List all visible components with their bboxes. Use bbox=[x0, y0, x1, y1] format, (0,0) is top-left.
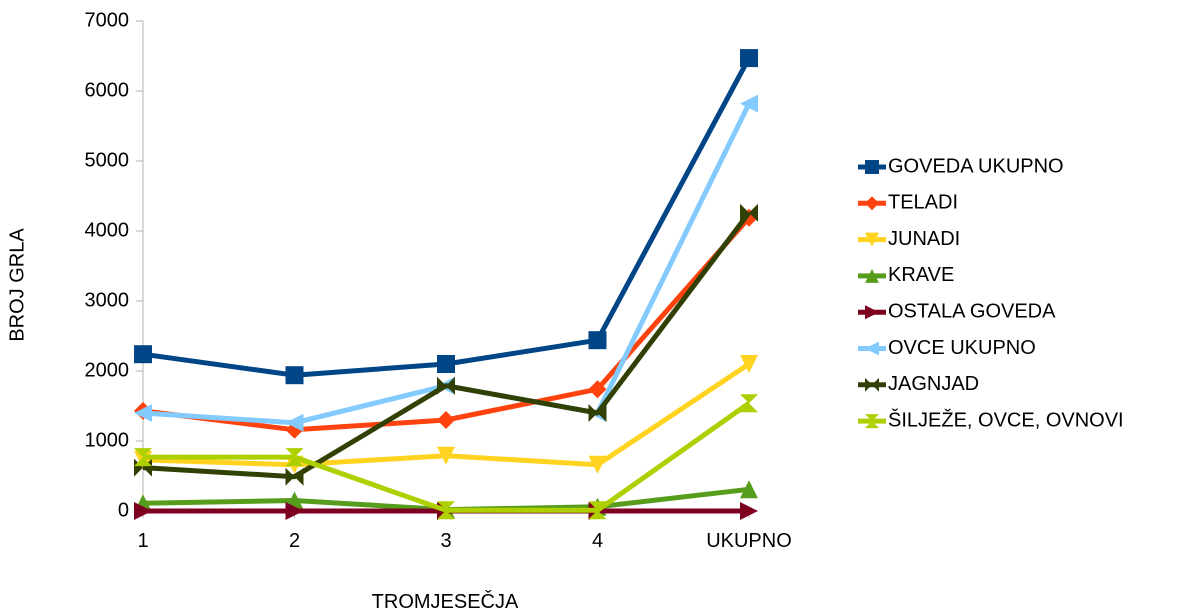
y-tick-label: 0 bbox=[118, 499, 129, 521]
series-7 bbox=[134, 394, 758, 520]
y-tick-label: 3000 bbox=[85, 289, 130, 311]
legend-label: JAGNJAD bbox=[888, 373, 979, 395]
legend-item: JAGNJAD bbox=[858, 373, 979, 395]
x-axis-title: TROMJESEČJA bbox=[372, 590, 519, 610]
series-0 bbox=[134, 49, 758, 385]
data-point bbox=[588, 455, 607, 474]
series-line bbox=[143, 401, 751, 513]
data-point bbox=[740, 480, 758, 499]
data-point bbox=[437, 376, 455, 395]
legend-item: KRAVE bbox=[858, 264, 954, 286]
data-point bbox=[437, 411, 455, 429]
data-point bbox=[134, 345, 152, 364]
legend-marker bbox=[865, 232, 879, 247]
data-point bbox=[285, 413, 304, 432]
data-point bbox=[285, 502, 304, 520]
legend-item: ŠILJEŽE, OVCE, OVNOVI bbox=[858, 408, 1124, 431]
x-tick-label: 4 bbox=[592, 530, 603, 552]
y-tick-label: 6000 bbox=[85, 79, 130, 101]
data-point bbox=[740, 394, 758, 413]
y-tick-label: 5000 bbox=[85, 149, 130, 171]
x-tick-label: UKUPNO bbox=[706, 530, 792, 552]
data-point bbox=[285, 366, 304, 385]
data-point bbox=[740, 94, 758, 113]
legend-marker bbox=[865, 305, 879, 320]
data-point bbox=[588, 501, 607, 520]
series-line bbox=[142, 216, 751, 433]
data-point bbox=[134, 502, 152, 520]
legend-marker bbox=[865, 377, 879, 392]
legend-item: OSTALA GOVEDA bbox=[858, 300, 1056, 322]
data-point bbox=[588, 331, 607, 350]
legend-item: GOVEDA UKUPNO bbox=[858, 155, 1064, 177]
legend-label: GOVEDA UKUPNO bbox=[888, 155, 1064, 177]
series-line bbox=[142, 102, 752, 426]
y-tick-label: 7000 bbox=[85, 9, 130, 31]
data-point bbox=[285, 448, 304, 467]
x-tick-label: 3 bbox=[440, 530, 451, 552]
data-point bbox=[437, 355, 455, 373]
legend-marker bbox=[865, 268, 879, 283]
y-tick-label: 1000 bbox=[85, 429, 130, 451]
series-line bbox=[142, 56, 752, 378]
data-point bbox=[437, 446, 455, 465]
data-point bbox=[740, 355, 758, 373]
legend-marker bbox=[865, 414, 879, 429]
x-tick-label: 2 bbox=[289, 530, 300, 552]
data-point bbox=[588, 404, 607, 422]
legend-item: TELADI bbox=[858, 192, 958, 214]
x-tick-label: 1 bbox=[137, 530, 148, 552]
legend-marker bbox=[865, 341, 879, 356]
legend-marker bbox=[865, 196, 879, 211]
series-line bbox=[142, 211, 751, 480]
data-point bbox=[740, 203, 758, 222]
legend-item: JUNADI bbox=[858, 228, 960, 250]
legend-label: TELADI bbox=[888, 192, 958, 214]
legend-item: OVCE UKUPNO bbox=[858, 337, 1036, 359]
legend-label: OVCE UKUPNO bbox=[888, 337, 1036, 359]
legend-label: OSTALA GOVEDA bbox=[888, 300, 1056, 322]
data-point bbox=[740, 502, 758, 520]
y-axis-title: BROJ GRLA bbox=[6, 228, 28, 342]
data-point bbox=[588, 380, 607, 399]
legend-label: JUNADI bbox=[888, 228, 960, 250]
series-6 bbox=[134, 203, 758, 486]
legend-label: ŠILJEŽE, OVCE, OVNOVI bbox=[888, 408, 1124, 431]
y-tick-label: 4000 bbox=[85, 219, 130, 241]
series-5 bbox=[134, 94, 758, 432]
data-point bbox=[285, 467, 304, 486]
data-point bbox=[134, 404, 152, 422]
data-point bbox=[134, 448, 152, 467]
data-point bbox=[740, 49, 758, 68]
y-tick-label: 2000 bbox=[85, 359, 130, 381]
legend-marker bbox=[865, 160, 879, 174]
data-point bbox=[437, 501, 455, 520]
legend-label: KRAVE bbox=[888, 264, 954, 286]
